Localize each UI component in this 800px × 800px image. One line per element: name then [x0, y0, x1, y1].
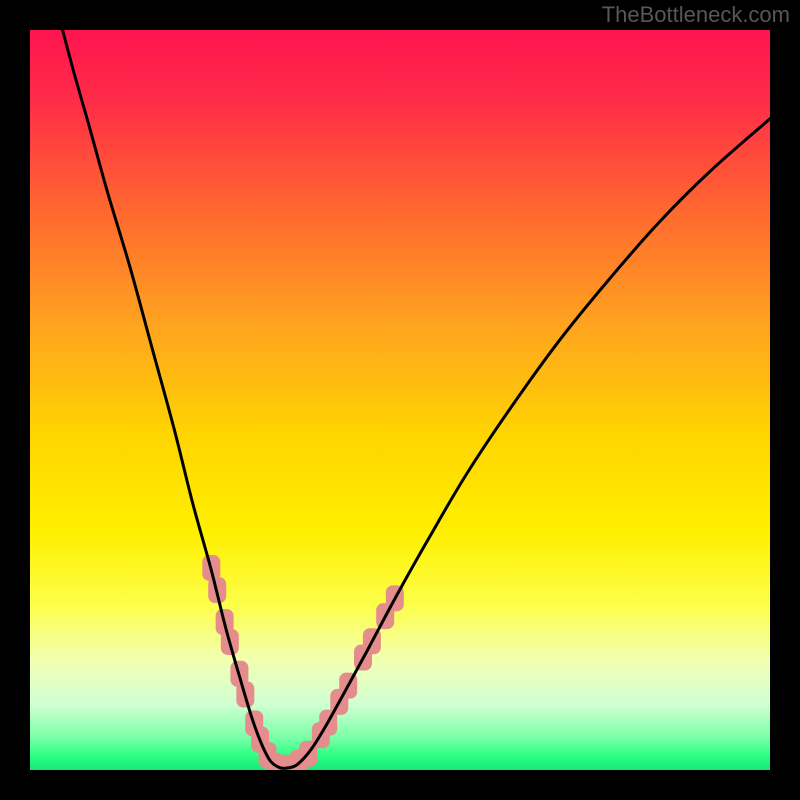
data-marker	[265, 753, 283, 779]
data-marker	[290, 750, 308, 776]
data-marker	[330, 689, 348, 715]
data-marker	[299, 741, 317, 767]
data-marker	[202, 555, 220, 581]
data-marker	[339, 673, 357, 699]
plot-background	[30, 30, 770, 770]
data-marker	[230, 661, 248, 687]
data-marker	[208, 577, 226, 603]
chart-container: TheBottleneck.com	[0, 0, 800, 800]
bottleneck-chart	[0, 0, 800, 800]
data-marker	[273, 755, 291, 781]
data-marker	[386, 585, 404, 611]
data-marker	[376, 603, 394, 629]
data-markers	[202, 555, 404, 781]
data-marker	[281, 755, 299, 781]
data-marker	[259, 742, 277, 768]
data-marker	[319, 710, 337, 736]
data-marker	[363, 628, 381, 654]
data-marker	[216, 609, 234, 635]
data-marker	[251, 727, 269, 753]
data-marker	[312, 722, 330, 748]
data-marker	[236, 682, 254, 708]
data-marker	[245, 710, 263, 736]
bottleneck-curve	[63, 30, 770, 768]
data-marker	[221, 629, 239, 655]
data-marker	[354, 645, 372, 671]
watermark-text: TheBottleneck.com	[602, 2, 790, 28]
